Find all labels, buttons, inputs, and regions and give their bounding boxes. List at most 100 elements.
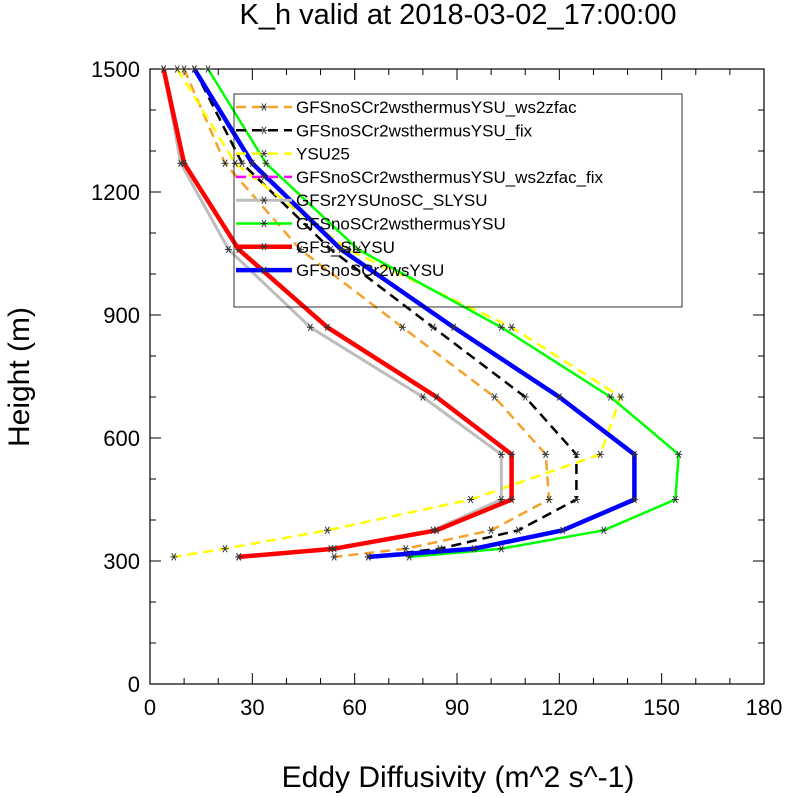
x-axis-label: Eddy Diffusivity (m^2 s^-1) <box>282 761 635 794</box>
data-point <box>235 553 243 561</box>
data-point <box>170 553 178 561</box>
data-point <box>508 323 516 332</box>
legend-marker <box>260 149 268 158</box>
data-point <box>221 159 229 168</box>
legend-item: GFS_SLYSU <box>236 238 395 257</box>
legend-item: GFSnoSCr2wsthermusYSU_ws2zfac_fix <box>236 168 604 187</box>
y-axis-label: Height (m) <box>3 307 36 447</box>
data-point <box>398 323 406 332</box>
legend-marker <box>260 196 268 204</box>
legend-label: GFSnoSCr2wsYSU <box>296 261 444 280</box>
legend-marker <box>260 126 268 135</box>
legend-marker <box>260 173 268 181</box>
data-point <box>180 159 188 168</box>
x-tick-label: 60 <box>342 695 366 720</box>
ticks-layer: 0 30 60 90 120 150 180 0 300 600 900 1200 1500 <box>91 57 782 720</box>
data-point <box>497 495 505 504</box>
data-point <box>514 526 522 535</box>
legend-label: GFSnoSCr2wsthermusYSU <box>296 215 506 234</box>
legend-item: GFSr2YSUnoSC_SLYSU <box>236 191 487 210</box>
data-point <box>419 393 427 401</box>
data-point <box>433 393 441 401</box>
data-point <box>364 553 372 561</box>
data-point <box>330 553 338 561</box>
data-point <box>596 450 604 459</box>
x-tick-label: 180 <box>746 695 783 720</box>
data-point <box>327 245 335 254</box>
data-point <box>491 393 499 401</box>
data-point <box>607 393 614 401</box>
series-line <box>182 68 551 559</box>
legend-label: GFS_SLYSU <box>296 238 395 257</box>
data-point <box>173 65 181 73</box>
data-point <box>323 526 331 535</box>
legend-marker <box>260 103 268 111</box>
data-point <box>630 450 638 459</box>
series-line <box>162 68 503 559</box>
data-point <box>559 526 567 535</box>
data-point <box>630 495 638 504</box>
legend-label: GFSnoSCr2wsthermusYSU_ws2zfac <box>296 98 577 117</box>
data-point <box>470 544 478 553</box>
legend-label: GFSnoSCr2wsthermusYSU_fix <box>296 121 533 140</box>
data-point <box>344 245 352 254</box>
data-point <box>160 65 168 73</box>
chart-title: K_h valid at 2018-03-02_17:00:00 <box>240 0 677 31</box>
series-line <box>161 68 514 560</box>
data-point <box>487 526 495 535</box>
data-point <box>450 323 458 332</box>
x-tick-label: 120 <box>541 695 578 720</box>
y-tick-label: 600 <box>103 426 140 451</box>
data-point <box>572 495 580 504</box>
data-point <box>467 495 475 504</box>
data-point <box>675 450 683 459</box>
y-tick-label: 1500 <box>91 57 140 82</box>
legend-marker <box>260 243 268 251</box>
data-point <box>600 526 608 535</box>
series-line <box>173 68 622 559</box>
legend-label: GFSnoSCr2wsthermusYSU_ws2zfac_fix <box>296 168 604 187</box>
legend-item: GFSnoSCr2wsYSU <box>236 261 444 280</box>
data-point <box>555 393 563 401</box>
legend: GFSnoSCr2wsthermusYSU_ws2zfac GFSnoSCr2ws… <box>233 93 683 308</box>
data-point <box>180 65 188 73</box>
data-point <box>433 526 441 535</box>
x-tick-label: 30 <box>240 695 264 720</box>
legend-marker <box>260 219 268 228</box>
data-point <box>323 323 331 332</box>
series-line <box>193 68 578 559</box>
y-tick-label: 300 <box>103 549 140 574</box>
data-point <box>221 544 229 553</box>
data-point <box>508 495 516 504</box>
data-point <box>262 159 270 168</box>
data-point <box>337 245 345 254</box>
series-line <box>206 68 680 559</box>
legend-marker <box>260 266 268 274</box>
data-point <box>429 323 437 332</box>
data-point <box>671 495 679 504</box>
legend-item: GFSnoSCr2wsthermusYSU_ws2zfac <box>236 98 577 117</box>
legend-label: YSU25 <box>296 145 350 164</box>
data-point <box>330 544 338 553</box>
legend-item: GFSnoSCr2wsthermusYSU_fix <box>236 121 533 140</box>
data-point <box>545 495 553 504</box>
legend-label: GFSr2YSUnoSC_SLYSU <box>296 191 487 210</box>
x-tick-label: 90 <box>445 695 469 720</box>
data-point <box>497 450 505 459</box>
data-point <box>248 159 256 168</box>
data-point <box>497 323 505 332</box>
data-point <box>572 450 580 459</box>
data-point <box>224 245 232 254</box>
data-point <box>296 245 304 254</box>
y-tick-label: 900 <box>103 303 140 328</box>
data-point <box>306 323 314 332</box>
data-point <box>508 450 516 459</box>
data-point <box>190 65 198 73</box>
data-point <box>402 544 410 553</box>
data-point <box>521 393 529 401</box>
series-line <box>192 67 637 560</box>
legend-box <box>233 93 683 308</box>
y-tick-label: 0 <box>128 672 140 697</box>
y-tick-label: 1200 <box>91 180 140 205</box>
